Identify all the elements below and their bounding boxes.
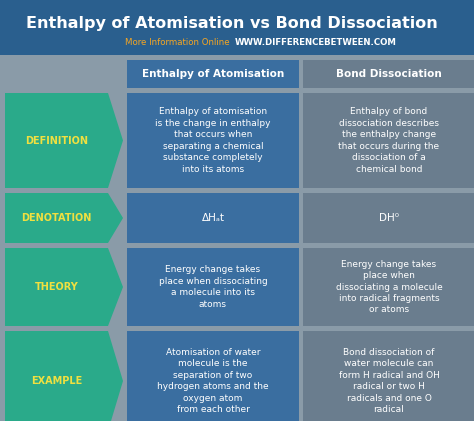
FancyBboxPatch shape	[303, 60, 474, 88]
Text: Enthalpy of bond
dissociation describes
the enthalpy change
that occurs during t: Enthalpy of bond dissociation describes …	[338, 107, 439, 173]
Text: Atomisation of water
molecule is the
separation of two
hydrogen atoms and the
ox: Atomisation of water molecule is the sep…	[157, 348, 269, 414]
Text: Enthalpy of Atomisation: Enthalpy of Atomisation	[142, 69, 284, 79]
Text: ΔHₐt: ΔHₐt	[201, 213, 225, 223]
Polygon shape	[5, 248, 123, 326]
FancyBboxPatch shape	[303, 193, 474, 243]
FancyBboxPatch shape	[127, 93, 299, 188]
Text: More Information Online: More Information Online	[125, 38, 235, 48]
Text: Bond Dissociation: Bond Dissociation	[336, 69, 442, 79]
FancyBboxPatch shape	[303, 93, 474, 188]
FancyBboxPatch shape	[127, 248, 299, 326]
Text: DEFINITION: DEFINITION	[25, 136, 88, 146]
FancyBboxPatch shape	[127, 60, 299, 88]
Text: EXAMPLE: EXAMPLE	[31, 376, 82, 386]
Polygon shape	[5, 331, 123, 421]
Text: Enthalpy of Atomisation vs Bond Dissociation: Enthalpy of Atomisation vs Bond Dissocia…	[26, 16, 438, 31]
FancyBboxPatch shape	[303, 331, 474, 421]
FancyBboxPatch shape	[0, 0, 474, 55]
Text: DENOTATION: DENOTATION	[21, 213, 91, 223]
Text: Enthalpy of atomisation
is the change in enthalpy
that occurs when
separating a : Enthalpy of atomisation is the change in…	[155, 107, 271, 173]
FancyBboxPatch shape	[127, 331, 299, 421]
Text: WWW.DIFFERENCEBETWEEN.COM: WWW.DIFFERENCEBETWEEN.COM	[235, 38, 397, 48]
Text: Energy change takes
place when
dissociating a molecule
into radical fragments
or: Energy change takes place when dissociat…	[336, 260, 442, 314]
Polygon shape	[5, 193, 123, 243]
FancyBboxPatch shape	[127, 193, 299, 243]
Text: Bond dissociation of
water molecule can
form H radical and OH
radical or two H
r: Bond dissociation of water molecule can …	[338, 348, 439, 414]
Text: DH⁰: DH⁰	[379, 213, 399, 223]
FancyBboxPatch shape	[303, 248, 474, 326]
Polygon shape	[5, 93, 123, 188]
Text: THEORY: THEORY	[35, 282, 78, 292]
Text: Energy change takes
place when dissociating
a molecule into its
atoms: Energy change takes place when dissociat…	[159, 265, 267, 309]
